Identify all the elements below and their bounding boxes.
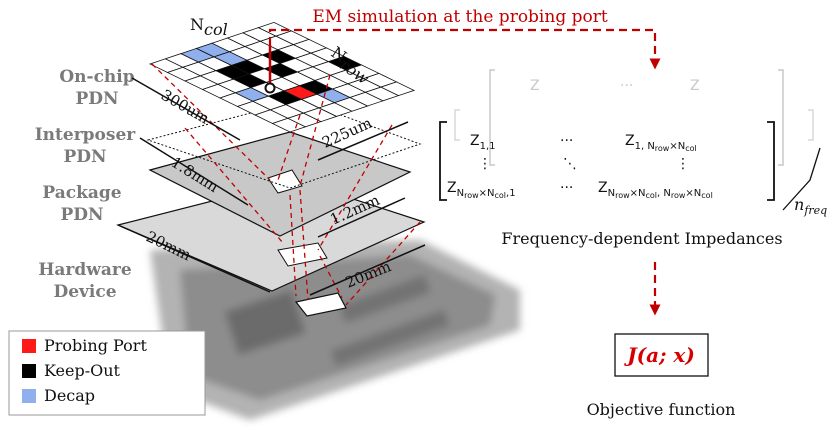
ghost-matrix: Z ··· Z (454, 69, 814, 166)
legend-swatch-keepout (22, 364, 36, 378)
nfreq-bracket: nfreq (782, 147, 827, 217)
label-onchip: On-chip PDN (59, 67, 134, 109)
probing-pin (264, 45, 276, 94)
matrix-z1n: Z1, Nrow×Ncol (625, 133, 697, 153)
svg-text:Z: Z (690, 78, 700, 94)
label-hardware: Hardware Device (38, 260, 132, 302)
legend: Probing Port Keep-Out Decap (8, 330, 206, 416)
interposer-layer (148, 131, 412, 237)
matrix-vdots-right: ⋮ (676, 156, 690, 172)
ncol-label: Ncol (190, 15, 228, 39)
onchip-grid (148, 21, 416, 133)
label-package: Package PDN (42, 183, 121, 225)
objective-expr: J(a; x) (623, 343, 695, 367)
matrix-hdots-bottom: ··· (560, 180, 573, 196)
legend-swatch-probing (22, 339, 36, 353)
grid-cell (379, 81, 416, 97)
legend-decap: Decap (44, 386, 95, 405)
dim-onchip-width: 300um (158, 86, 212, 128)
dimension-lines (117, 77, 426, 296)
objective-caption: Objective function (587, 400, 736, 419)
em-arrow (268, 28, 661, 70)
label-interposer: Interposer PDN (35, 125, 137, 167)
em-label: EM simulation at the probing port (312, 7, 608, 27)
matrix-vdots-left: ⋮ (478, 156, 492, 172)
svg-text:Z: Z (530, 78, 540, 94)
legend-probing: Probing Port (44, 336, 147, 355)
legend-swatch-decap (22, 389, 36, 403)
matrix-hdots-top: ··· (560, 133, 573, 149)
hardware-device-image (150, 240, 520, 420)
matrix-znn: ZNrow×Ncol, Nrow×Ncol (598, 180, 713, 200)
nfreq-label: nfreq (794, 195, 827, 217)
interposer-outline (146, 99, 422, 189)
svg-text:···: ··· (620, 78, 633, 94)
objective-box (614, 333, 709, 377)
matrix-ddots: ⋱ (563, 156, 577, 172)
matrix-z11: Z1,1 (470, 133, 496, 152)
freq-caption: Frequency-dependent Impedances (501, 229, 782, 248)
package-layer (116, 179, 426, 317)
matrix-zn1: ZNrow×Ncol,1 (447, 180, 516, 200)
impedance-matrix: Z1,1 ··· Z1, Nrow×Ncol ⋮ ⋱ ⋮ ZNrow×Ncol,… (439, 121, 775, 201)
legend-keepout: Keep-Out (44, 361, 121, 380)
